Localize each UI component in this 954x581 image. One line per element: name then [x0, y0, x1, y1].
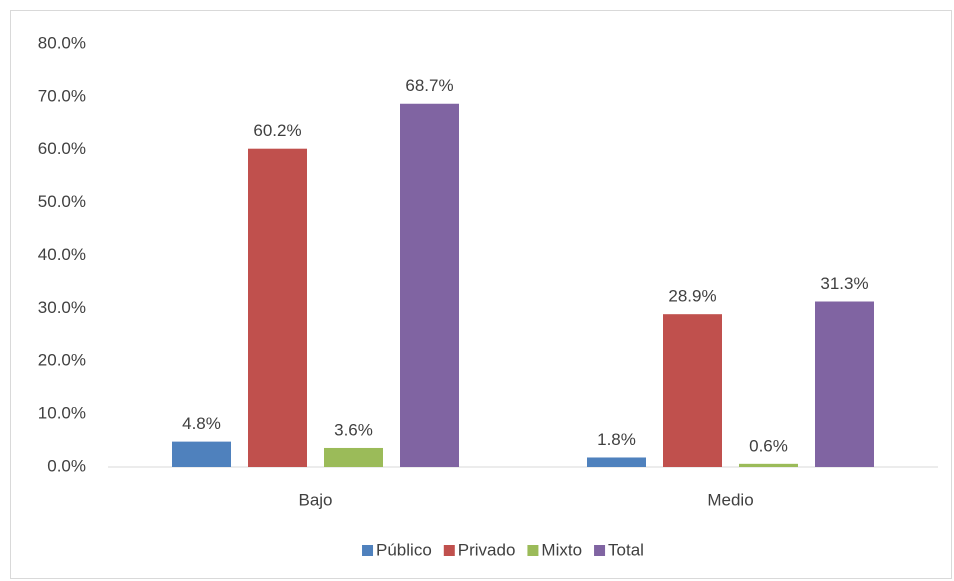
legend-swatch [594, 545, 606, 556]
legend-swatch [443, 545, 455, 556]
legend-swatch [362, 545, 374, 556]
data-label: 28.9% [668, 287, 716, 306]
y-tick-label: 20.0% [38, 351, 86, 370]
bar [172, 441, 231, 467]
y-tick-label: 70.0% [38, 86, 86, 105]
data-label: 0.6% [749, 436, 788, 455]
bar [400, 103, 459, 467]
y-tick-label: 80.0% [38, 33, 86, 52]
y-tick-label: 60.0% [38, 139, 86, 158]
bar [324, 447, 383, 467]
x-tick-label: Bajo [298, 490, 332, 509]
data-label: 31.3% [820, 274, 868, 293]
legend-swatch [527, 545, 539, 556]
data-label: 68.7% [405, 76, 453, 95]
legend-label: Total [608, 540, 644, 559]
bar [587, 457, 646, 467]
y-tick-label: 30.0% [38, 298, 86, 317]
y-tick-label: 0.0% [47, 456, 86, 475]
bar [663, 314, 722, 467]
data-label: 4.8% [182, 414, 221, 433]
chart-border [10, 10, 952, 579]
y-tick-label: 10.0% [38, 404, 86, 423]
bar [815, 301, 874, 467]
legend-label: Público [376, 540, 432, 559]
legend-label: Privado [458, 540, 516, 559]
legend-label: Mixto [541, 540, 582, 559]
bar [248, 148, 307, 467]
data-label: 60.2% [253, 121, 301, 140]
x-tick-label: Medio [707, 490, 753, 509]
y-tick-label: 50.0% [38, 192, 86, 211]
bar [739, 463, 798, 467]
data-label: 1.8% [597, 430, 636, 449]
y-tick-label: 40.0% [38, 245, 86, 264]
data-label: 3.6% [334, 420, 373, 439]
